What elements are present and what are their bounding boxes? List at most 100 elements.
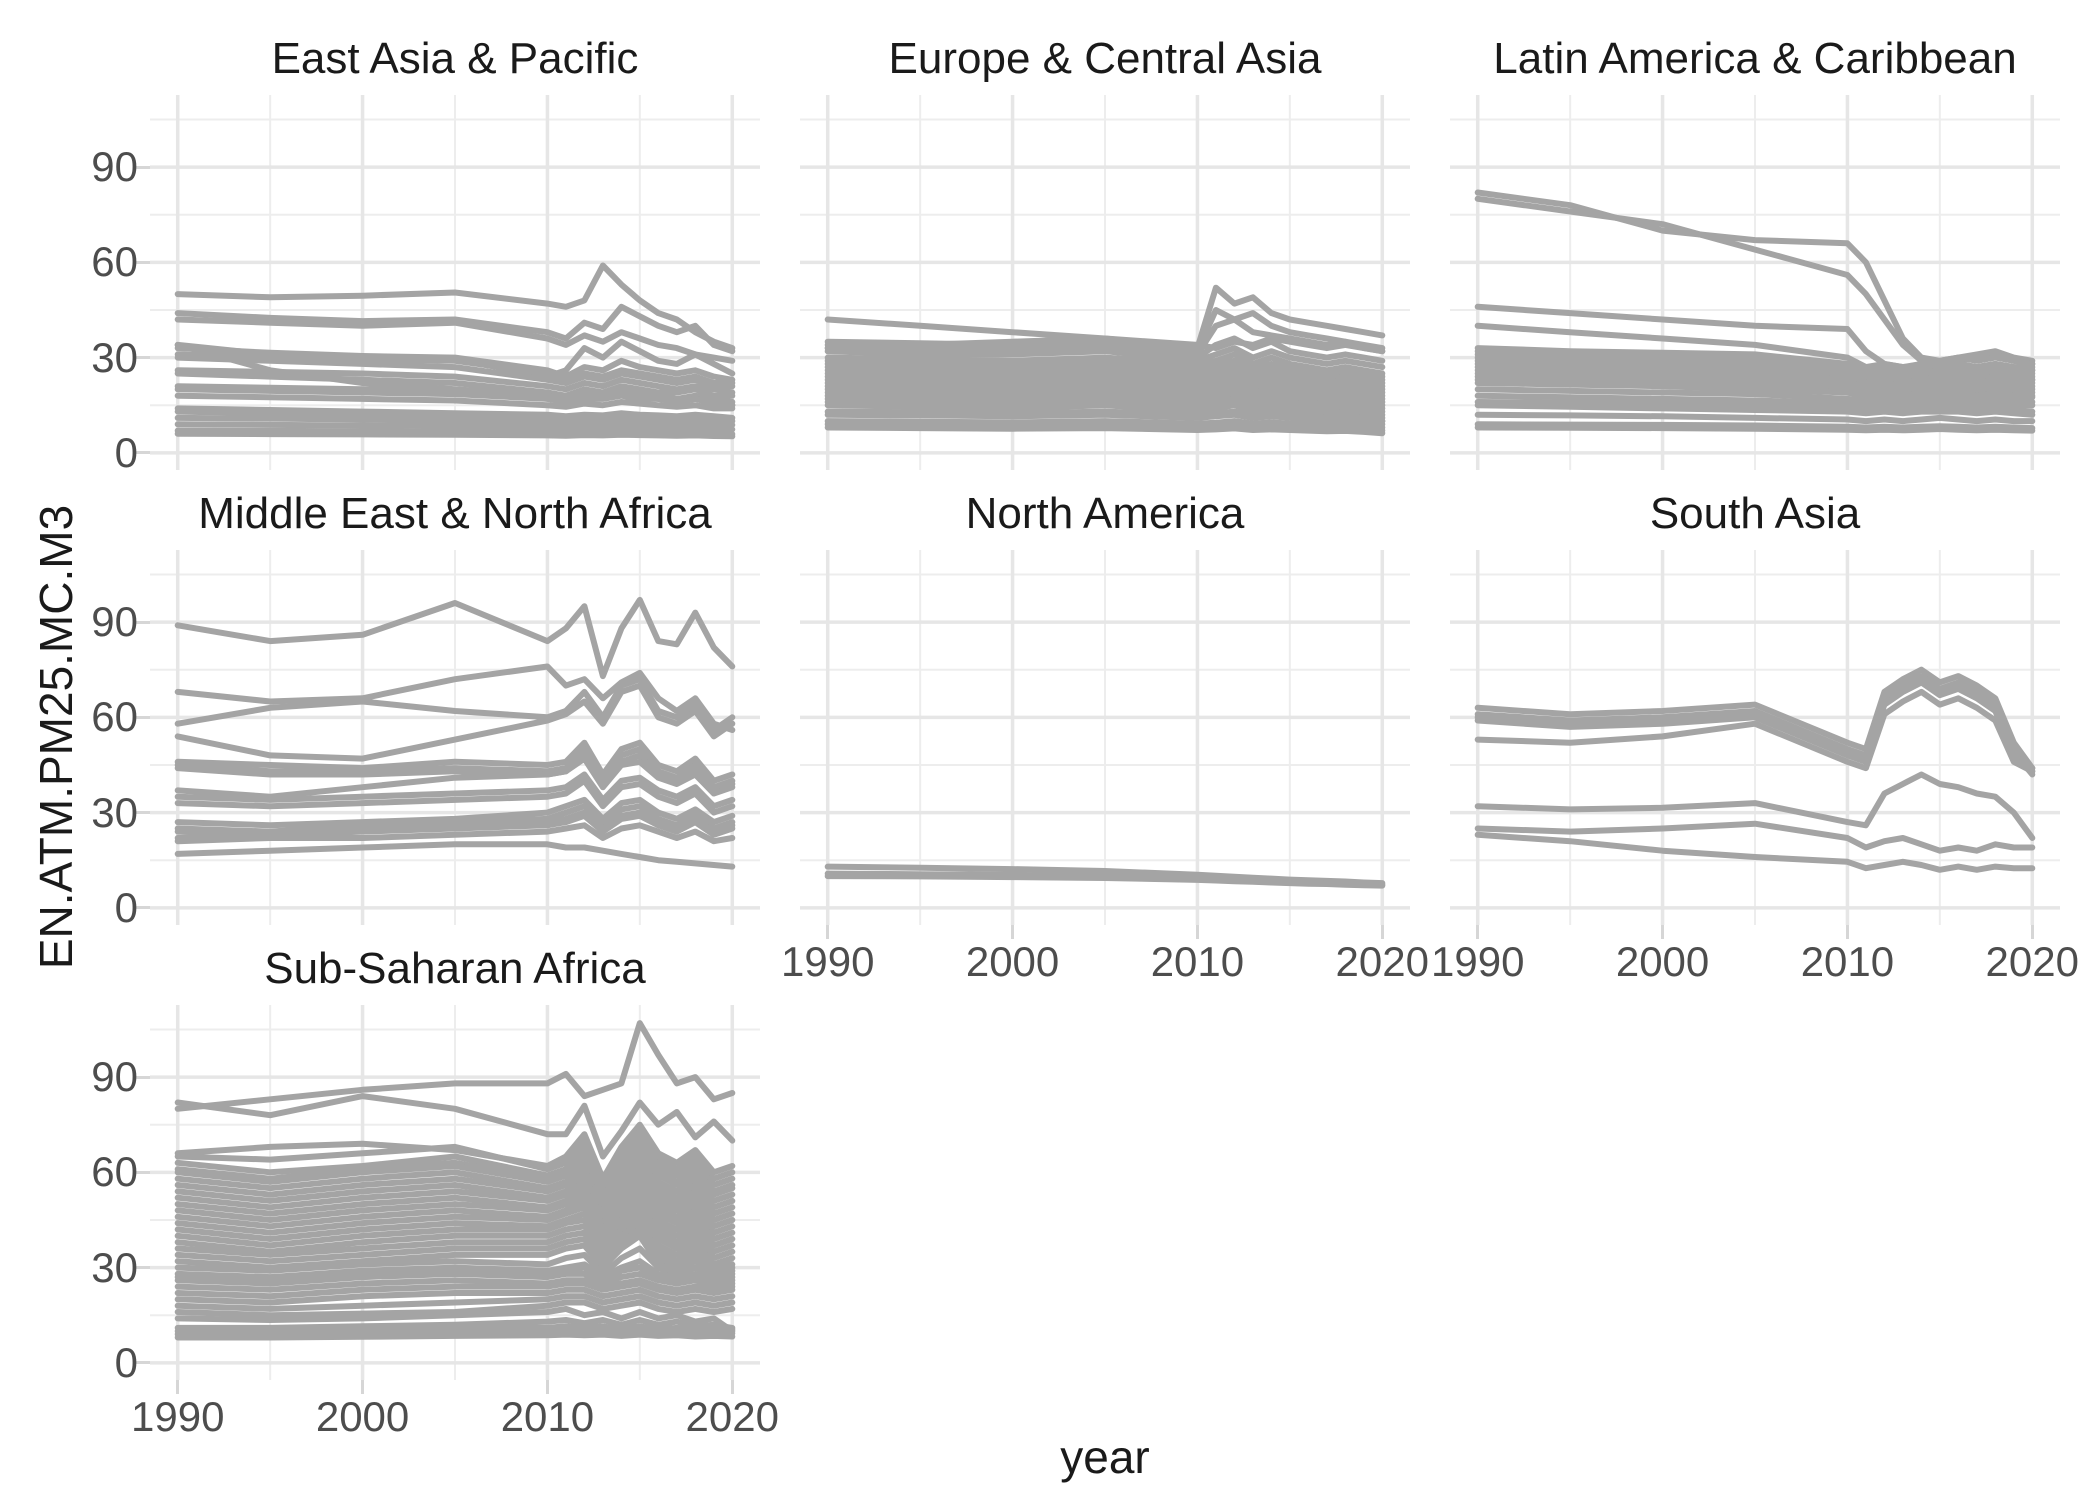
country-line xyxy=(1474,424,2036,434)
country-line xyxy=(174,345,736,383)
country-line xyxy=(824,424,1386,437)
y-tick-mark xyxy=(136,451,150,455)
country-line xyxy=(174,421,736,433)
country-line xyxy=(824,373,1386,396)
country-line xyxy=(174,841,736,870)
y-tick-mark xyxy=(136,1266,150,1270)
x-tick-label: 2010 xyxy=(1800,938,1895,985)
y-tick-mark xyxy=(136,356,150,360)
x-tick-label: 2000 xyxy=(315,1393,410,1440)
country-line xyxy=(174,341,736,409)
x-tick-label: 1990 xyxy=(1431,938,1525,985)
x-tick-label: 2020 xyxy=(1335,938,1429,985)
country-line xyxy=(174,796,736,829)
y-tick-mark xyxy=(136,906,150,910)
y-tick-mark xyxy=(136,1361,150,1365)
country-line xyxy=(824,357,1386,380)
facet-title-north-america: North America xyxy=(965,489,1245,538)
country-line xyxy=(174,354,736,390)
country-line xyxy=(824,383,1386,405)
facet-panel-east-asia-pacific xyxy=(150,95,760,470)
x-tick-mark xyxy=(1845,925,1849,939)
country-line xyxy=(174,1020,736,1112)
country-line xyxy=(824,351,1386,377)
country-line xyxy=(1474,392,2036,409)
facet-title-europe-central-asia: Europe & Central Asia xyxy=(888,34,1322,83)
facet-title-middle-east-north-africa: Middle East & North Africa xyxy=(198,489,712,538)
country-line xyxy=(824,335,1386,364)
country-line xyxy=(1474,666,2036,772)
country-line xyxy=(174,739,736,784)
x-tick-mark xyxy=(176,1380,180,1394)
x-tick-mark xyxy=(1011,925,1015,939)
y-tick-label: 0 xyxy=(114,428,138,476)
country-line xyxy=(824,360,1386,383)
country-line xyxy=(174,408,736,425)
country-line xyxy=(174,367,736,396)
country-line xyxy=(824,395,1386,418)
country-line xyxy=(824,399,1386,421)
country-line xyxy=(174,1277,736,1293)
country-line xyxy=(824,284,1386,352)
x-tick-label: 2000 xyxy=(965,938,1060,985)
country-line xyxy=(1474,386,2036,405)
y-tick-label: 90 xyxy=(91,1053,138,1101)
country-line xyxy=(824,316,1386,358)
country-line xyxy=(174,1317,736,1331)
y-tick-label: 60 xyxy=(91,693,138,741)
country-line xyxy=(174,1323,736,1335)
country-line xyxy=(174,303,736,355)
country-line xyxy=(174,414,736,428)
country-line xyxy=(1474,820,2036,854)
x-tick-mark xyxy=(1195,925,1199,939)
country-line xyxy=(174,1305,736,1335)
country-line xyxy=(174,1293,736,1312)
y-tick-mark xyxy=(136,620,150,624)
y-tick-label: 90 xyxy=(91,143,138,191)
x-tick-label: 2010 xyxy=(1150,938,1245,985)
y-tick-label: 30 xyxy=(91,333,138,381)
x-tick-mark xyxy=(826,925,830,939)
y-tick-mark xyxy=(136,811,150,815)
facet-title-sub-saharan-africa: Sub-Saharan Africa xyxy=(264,944,646,993)
y-tick-label: 0 xyxy=(114,883,138,931)
country-line xyxy=(174,1286,736,1306)
country-line xyxy=(174,682,736,762)
country-line xyxy=(174,1220,736,1271)
country-line xyxy=(824,367,1386,390)
facet-title-east-asia-pacific: East Asia & Pacific xyxy=(271,34,639,83)
country-line xyxy=(174,1213,736,1268)
country-line xyxy=(174,370,736,399)
country-line xyxy=(174,771,736,810)
x-tick-mark xyxy=(545,1380,549,1394)
x-tick-label: 2020 xyxy=(1985,938,2079,985)
country-line xyxy=(1474,351,2036,377)
country-line xyxy=(1474,831,2036,873)
country-line xyxy=(824,411,1386,428)
country-line xyxy=(1474,402,2036,418)
country-line xyxy=(1474,354,2036,380)
country-line xyxy=(1474,411,2036,425)
country-line xyxy=(174,663,736,733)
facet-panel-south-asia xyxy=(1450,550,2060,925)
country-line xyxy=(174,755,736,800)
country-line xyxy=(1474,688,2036,775)
x-tick-label: 2000 xyxy=(1615,938,1710,985)
country-line xyxy=(824,380,1386,402)
facet-panel-middle-east-north-africa xyxy=(150,550,760,925)
y-tick-mark xyxy=(136,715,150,719)
country-line xyxy=(174,1280,736,1300)
x-tick-label: 2010 xyxy=(500,1393,595,1440)
x-tick-label: 2020 xyxy=(685,1393,779,1440)
country-line xyxy=(824,418,1386,431)
country-line xyxy=(824,421,1386,434)
country-line xyxy=(1474,373,2036,396)
country-line xyxy=(174,822,736,845)
country-line xyxy=(1474,679,2036,772)
facet-panel-sub-saharan-africa xyxy=(150,1005,760,1380)
y-tick-mark xyxy=(136,1170,150,1174)
facet-title-south-asia: South Asia xyxy=(1649,489,1861,538)
country-line xyxy=(1474,345,2036,371)
country-line xyxy=(1474,771,2036,841)
